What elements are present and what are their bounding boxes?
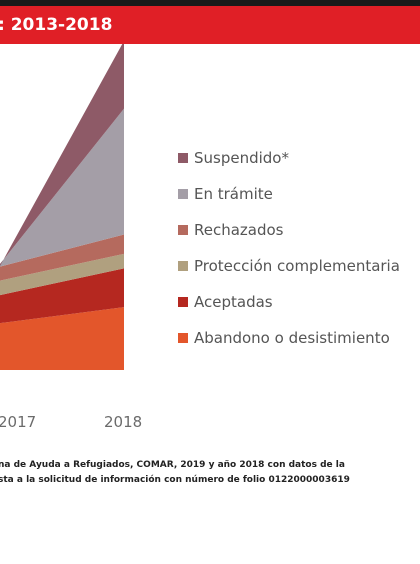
legend-label: Rechazados [194, 221, 284, 239]
legend-swatch [178, 333, 188, 343]
area-suspendido [0, 44, 124, 266]
area-protecci-n-complementaria [0, 253, 124, 296]
legend-label: Suspendido* [194, 149, 289, 167]
area-rechazados [0, 234, 124, 281]
source-note: na de Ayuda a Refugiados, COMAR, 2019 y … [0, 458, 420, 488]
area-en-tr-mite [0, 108, 124, 267]
x-tick-2017: 2017 [0, 413, 37, 431]
legend-label: Abandono o desistimiento [194, 329, 390, 347]
legend-swatch [178, 153, 188, 163]
legend-swatch [178, 297, 188, 307]
stacked-area-chart [0, 44, 124, 370]
legend-swatch [178, 261, 188, 271]
legend-label: En trámite [194, 185, 273, 203]
area-abandono-o-desistimiento [0, 307, 124, 370]
source-line-2: sta a la solicitud de información con nú… [0, 475, 350, 485]
legend-label: Protección complementaria [194, 257, 400, 275]
legend-swatch [178, 189, 188, 199]
title-banner: : 2013-2018 [0, 6, 420, 44]
area-aceptadas [0, 268, 124, 324]
top-rule [0, 0, 420, 6]
legend-label: Aceptadas [194, 293, 273, 311]
chart-title: : 2013-2018 [0, 15, 113, 35]
source-line-1: na de Ayuda a Refugiados, COMAR, 2019 y … [0, 460, 345, 470]
x-tick-2018: 2018 [104, 413, 143, 431]
legend-swatch [178, 225, 188, 235]
